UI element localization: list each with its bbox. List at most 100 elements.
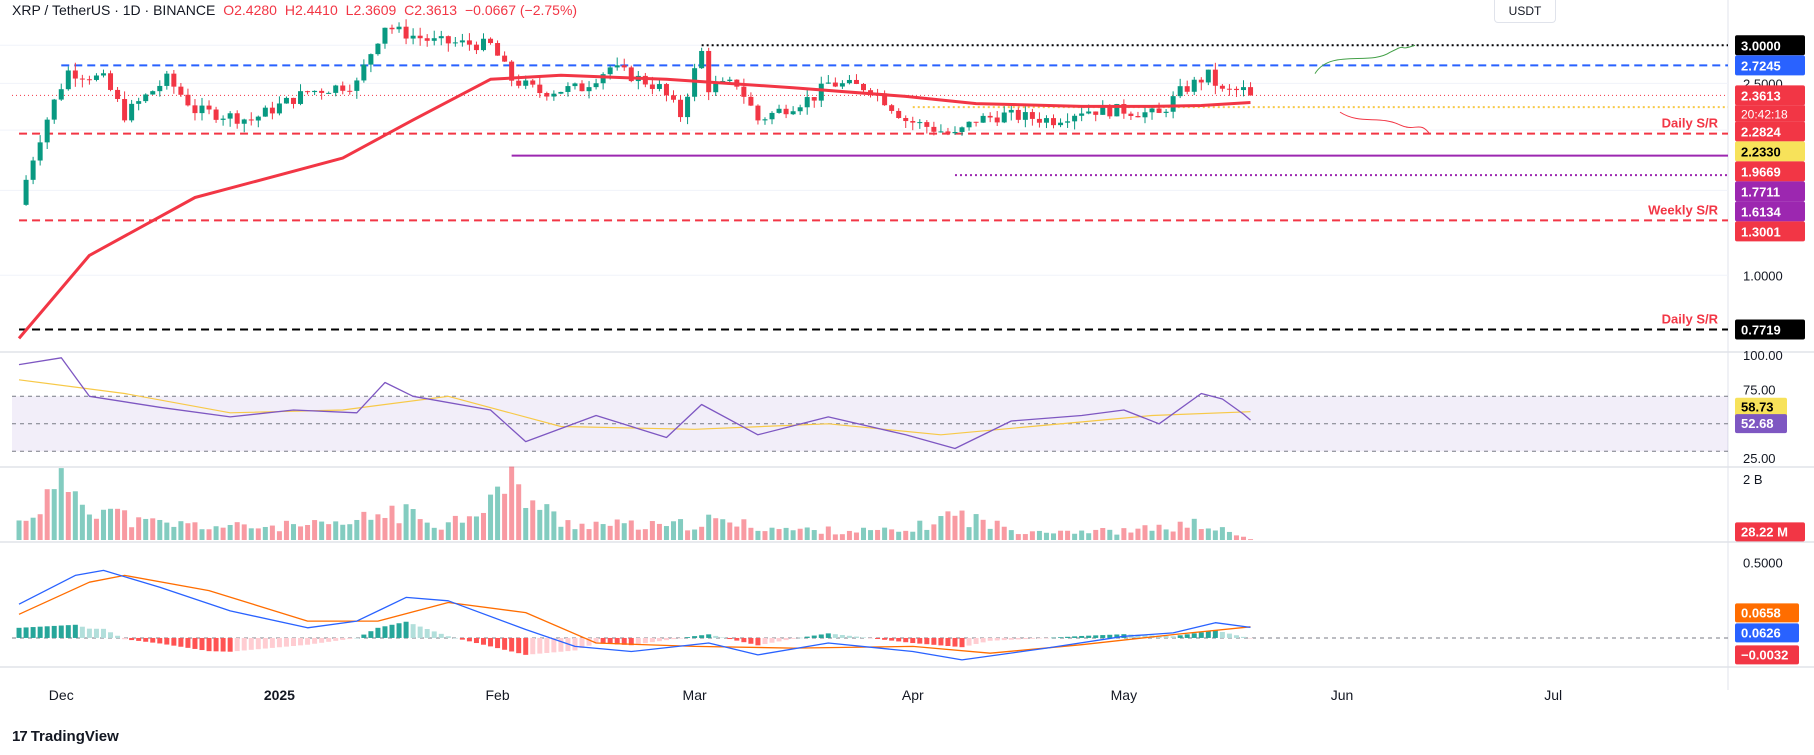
volume-bar: [649, 521, 655, 540]
volume-bar: [903, 530, 909, 540]
volume-bar: [825, 526, 831, 540]
candle-body: [445, 36, 451, 44]
volume-bar: [403, 504, 409, 540]
candle-body: [488, 38, 494, 44]
candle-body: [1072, 115, 1078, 122]
volume-bar: [516, 484, 522, 540]
macd-histogram-bar: [164, 637, 170, 645]
volume-bar: [396, 523, 402, 540]
candle-body: [459, 40, 465, 43]
macd-histogram-bar: [354, 637, 360, 639]
macd-histogram-bar: [804, 636, 810, 638]
price-tag-1.9669: [1735, 161, 1805, 182]
candle-body: [466, 40, 472, 45]
candle-body: [122, 99, 128, 121]
candle-body: [1093, 111, 1099, 115]
volume-bar: [741, 519, 747, 540]
countdown-tag: [1735, 105, 1805, 122]
macd-histogram-bar: [628, 637, 634, 646]
candle-body: [361, 64, 367, 81]
candle-body: [1008, 109, 1014, 113]
macd-histogram-bar: [269, 637, 275, 648]
symbol-label[interactable]: XRP / TetherUS · 1D · BINANCE: [12, 2, 216, 18]
macd-histogram-bar: [1156, 635, 1162, 638]
macd-histogram-bar: [917, 637, 923, 644]
macd-histogram-bar: [649, 637, 655, 643]
volume-bar: [706, 514, 712, 540]
macd-histogram-bar: [1219, 631, 1225, 638]
macd-histogram-bar: [783, 637, 789, 641]
macd-histogram-bar: [558, 637, 564, 652]
currency-button[interactable]: USDT: [1494, 0, 1556, 23]
macd-histogram-bar: [755, 637, 761, 646]
volume-bar: [931, 524, 937, 540]
macd-histogram-bar: [910, 637, 916, 644]
candle-body: [93, 75, 99, 80]
macd-histogram-bar: [178, 637, 184, 647]
macd-histogram-bar: [614, 637, 620, 645]
rsi-line: [18, 357, 1251, 450]
volume-bar: [727, 522, 733, 540]
volume-bar: [769, 527, 775, 540]
volume-bar: [488, 494, 494, 540]
candle-body: [1058, 122, 1064, 126]
volume-bar: [579, 523, 585, 540]
macd-value-text: 0.0626: [1741, 625, 1781, 640]
currency-label: USDT: [1508, 4, 1542, 18]
volume-bar: [1170, 531, 1176, 540]
volume-bar: [1212, 530, 1218, 540]
candle-body: [319, 90, 325, 93]
macd-histogram-bar: [1058, 637, 1064, 638]
volume-bar: [713, 518, 719, 540]
macd-histogram-bar: [44, 626, 50, 638]
macd-histogram-bar: [635, 637, 641, 645]
macd-histogram-bar: [1163, 635, 1169, 638]
volume-bar: [1029, 531, 1035, 540]
candle-body: [966, 121, 972, 128]
tradingview-logo[interactable]: 17 TradingView: [12, 728, 119, 745]
candle-body: [1170, 96, 1176, 112]
macd-histogram-bar: [1072, 636, 1078, 638]
volume-bar: [882, 527, 888, 540]
volume-bar: [1241, 536, 1247, 540]
volume-bar: [361, 511, 367, 540]
level-annotation: Daily S/R: [1662, 116, 1719, 131]
macd-histogram-bar: [692, 636, 698, 638]
macd-histogram-bar: [818, 634, 824, 638]
volume-bar: [678, 519, 684, 540]
volume-bar: [1100, 528, 1106, 540]
candle-body: [994, 117, 1000, 123]
candle-body: [586, 87, 592, 92]
candle-body: [86, 79, 92, 81]
volume-value-text: 28.22 M: [1741, 524, 1788, 539]
candle-body: [192, 105, 198, 114]
volume-bar: [938, 516, 944, 540]
price-tag-1.7711: [1735, 181, 1805, 202]
volume-bar: [875, 529, 881, 540]
macd-histogram-bar: [431, 631, 437, 638]
volume-bar: [100, 509, 106, 540]
candle-body: [72, 70, 78, 79]
volume-bar: [804, 527, 810, 540]
macd-histogram-bar: [298, 637, 304, 646]
candle-body: [241, 119, 247, 124]
candle-body: [44, 119, 50, 143]
time-axis-label: Jun: [1331, 687, 1354, 703]
candle-body: [164, 73, 170, 86]
candle-body: [1226, 88, 1232, 90]
candle-body: [811, 97, 817, 101]
volume-bar: [290, 524, 296, 540]
macd-histogram-bar: [987, 637, 993, 641]
rsi-value-tag: [1735, 397, 1787, 417]
candle-body: [1051, 118, 1057, 126]
volume-bar: [37, 514, 43, 540]
macd-histogram-bar: [832, 634, 838, 638]
candle-body: [797, 107, 803, 112]
candle-body: [530, 80, 536, 85]
candle-body: [783, 108, 789, 115]
candle-body: [678, 99, 684, 118]
candle-body: [30, 160, 36, 180]
candle-body: [861, 83, 866, 91]
volume-bar: [544, 504, 550, 540]
